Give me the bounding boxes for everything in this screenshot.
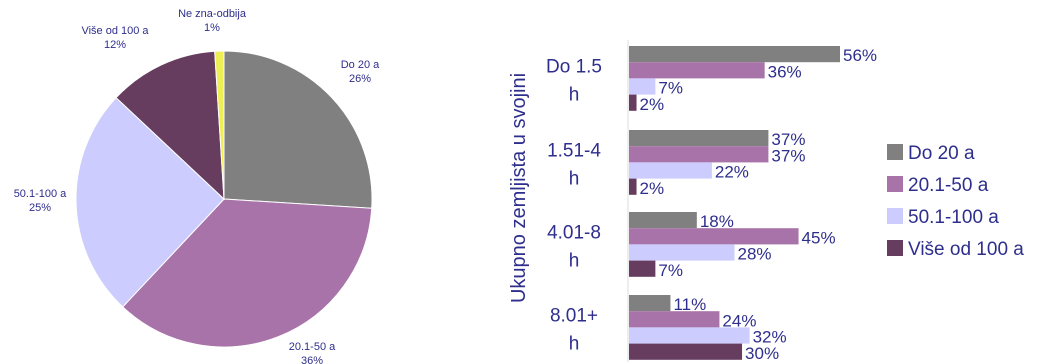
bar-value-label: 30% xyxy=(745,344,779,363)
pie-slice-name: 50.1-100 a xyxy=(14,188,67,200)
legend: Do 20 a 20.1-50 a 50.1-100 a Više od 100 a xyxy=(887,143,1024,260)
bar-value-label: 28% xyxy=(738,245,772,264)
bar-chart: Ukupno zemljista u svojini Do 1.5 h 56% 36%… xyxy=(508,40,877,363)
pie-slice-name: Ne zna-odbija xyxy=(178,8,247,20)
pie-slice-percent: 12% xyxy=(104,39,126,51)
bar xyxy=(629,46,840,63)
bar-category-label: 1.51-4 xyxy=(547,140,601,161)
bar-value-label: 56% xyxy=(843,46,877,65)
pie-slice xyxy=(115,50,225,201)
bar-category-label-line2: h xyxy=(569,250,580,271)
legend-label: 50.1-100 a xyxy=(908,207,999,228)
bar-category-label-line2: h xyxy=(569,333,580,354)
legend-label: 20.1-50 a xyxy=(908,175,989,196)
pie-slice-percent: 25% xyxy=(29,202,51,214)
legend-label: Do 20 a xyxy=(908,143,975,164)
bar-category-label: 8.01+ xyxy=(550,305,598,326)
pie-slice xyxy=(121,198,373,348)
bar xyxy=(629,62,765,79)
pie-slice-percent: 36% xyxy=(301,355,323,364)
pie-slice-percent: 26% xyxy=(349,73,371,85)
legend-swatch xyxy=(887,208,903,224)
bar xyxy=(629,130,769,147)
bar-category-label-line2: h xyxy=(569,168,580,189)
pie-chart: Do 20 a 26% 20.1-50 a 36% 50.1-100 a 25% Više … xyxy=(14,8,380,364)
legend-swatch xyxy=(887,144,903,160)
bar-value-label: 18% xyxy=(700,212,734,231)
bar xyxy=(629,295,671,312)
bar-value-label: 7% xyxy=(658,79,683,98)
legend-label: Više od 100 a xyxy=(908,239,1024,260)
bar xyxy=(629,78,656,95)
bar-category-label: 4.01-8 xyxy=(547,222,601,243)
bar-value-label: 2% xyxy=(640,95,665,114)
legend-swatch xyxy=(887,176,903,192)
bar-value-label: 22% xyxy=(715,163,749,182)
bar-category-label-line2: h xyxy=(569,84,580,105)
bar-value-label: 37% xyxy=(771,130,805,149)
pie-slice xyxy=(214,50,225,200)
bar-chart-y-axis-title: Ukupno zemljista u svojini xyxy=(508,73,530,303)
bar-value-label: 36% xyxy=(768,62,802,81)
bar-category-label: Do 1.5 xyxy=(546,56,602,77)
bar-value-label: 7% xyxy=(658,261,683,280)
bar-value-label: 45% xyxy=(802,228,836,247)
bar xyxy=(629,94,637,111)
pie-slice-name: Više od 100 a xyxy=(81,25,149,37)
pie-slice-name: 20.1-50 a xyxy=(289,341,336,353)
bar-value-label: 24% xyxy=(722,311,756,330)
bar xyxy=(629,146,769,163)
bar-value-label: 11% xyxy=(673,295,706,314)
bar xyxy=(629,178,637,195)
bar-value-label: 37% xyxy=(771,146,805,165)
bar-value-label: 32% xyxy=(753,328,787,347)
bar xyxy=(629,244,735,261)
bar xyxy=(629,162,712,179)
pie-slice-name: Do 20 a xyxy=(341,59,380,71)
pie-slice xyxy=(75,96,225,308)
legend-swatch xyxy=(887,240,903,256)
bar xyxy=(629,311,720,328)
pie-slice-percent: 1% xyxy=(204,22,220,34)
bar-value-label: 2% xyxy=(640,179,665,198)
pie-slice xyxy=(223,50,373,209)
bar xyxy=(629,343,743,360)
bar xyxy=(629,260,656,277)
bar xyxy=(629,327,750,344)
bar xyxy=(629,212,697,229)
bar xyxy=(629,228,799,245)
